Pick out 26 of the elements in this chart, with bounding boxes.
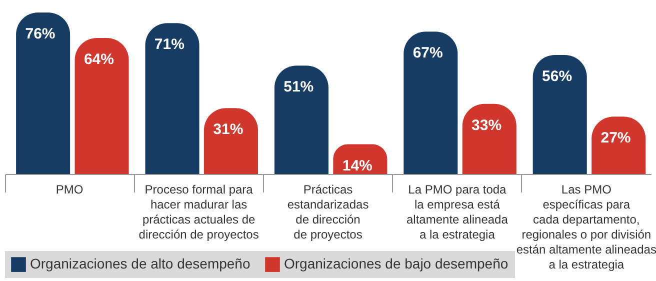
data-label: 76% bbox=[25, 26, 56, 42]
data-label: 56% bbox=[542, 68, 572, 85]
x-tick-label: Las PMO específicas para cada departamento, regionales o por división están altamente alineadas a la estrategia bbox=[516, 182, 656, 272]
bar bbox=[74, 38, 129, 174]
bar bbox=[404, 32, 458, 174]
data-label: 67% bbox=[412, 44, 443, 62]
bar bbox=[145, 23, 200, 174]
bar bbox=[16, 12, 70, 174]
bar bbox=[592, 116, 646, 174]
data-label: 51% bbox=[284, 78, 314, 96]
legend-label: Organizaciones de bajo desempeño bbox=[284, 256, 508, 272]
data-label: 33% bbox=[472, 116, 502, 134]
x-tick-label: Proceso formal para hacer madurar las prácticas actuales de dirección de proyectos bbox=[138, 182, 259, 242]
data-label: 31% bbox=[213, 121, 244, 138]
x-tick-label: PMO bbox=[56, 182, 84, 196]
data-label: 64% bbox=[84, 51, 114, 68]
bar bbox=[204, 108, 258, 174]
x-tick-label: La PMO para toda la empresa está altamente alineada a la estrategia bbox=[406, 182, 508, 242]
bar bbox=[274, 66, 328, 174]
data-label: 14% bbox=[342, 157, 372, 174]
bar bbox=[462, 104, 516, 174]
data-label: 27% bbox=[600, 130, 631, 147]
bar bbox=[532, 55, 587, 174]
x-tick-label: Prácticas estandarizadas de dirección de proyectos bbox=[287, 182, 369, 242]
data-label: 71% bbox=[154, 36, 184, 54]
legend-label: Organizaciones de alto desempeño bbox=[30, 256, 250, 272]
